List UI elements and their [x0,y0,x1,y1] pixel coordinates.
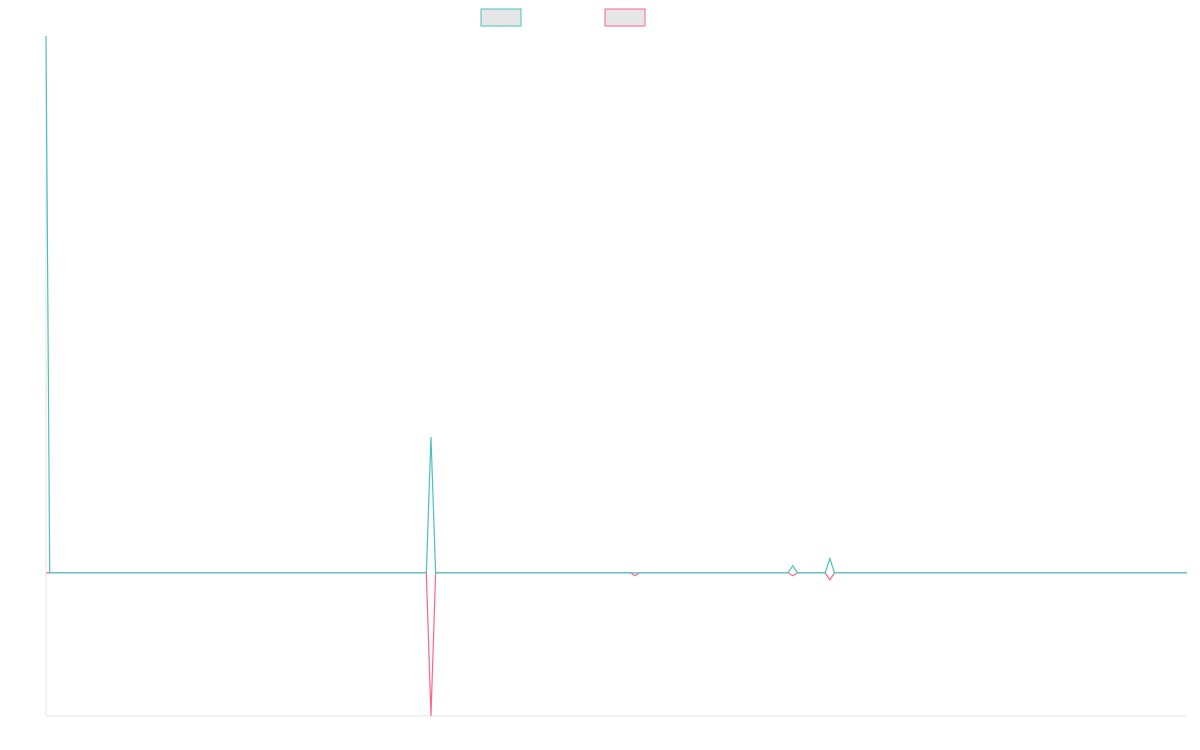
legend-swatch-1[interactable] [480,8,522,27]
legend-swatch-2[interactable] [604,8,646,27]
series-layer [45,35,1187,717]
series-line-1 [45,35,1187,574]
axes [45,36,1187,717]
legend [480,8,646,27]
series-line-2 [46,572,1187,717]
